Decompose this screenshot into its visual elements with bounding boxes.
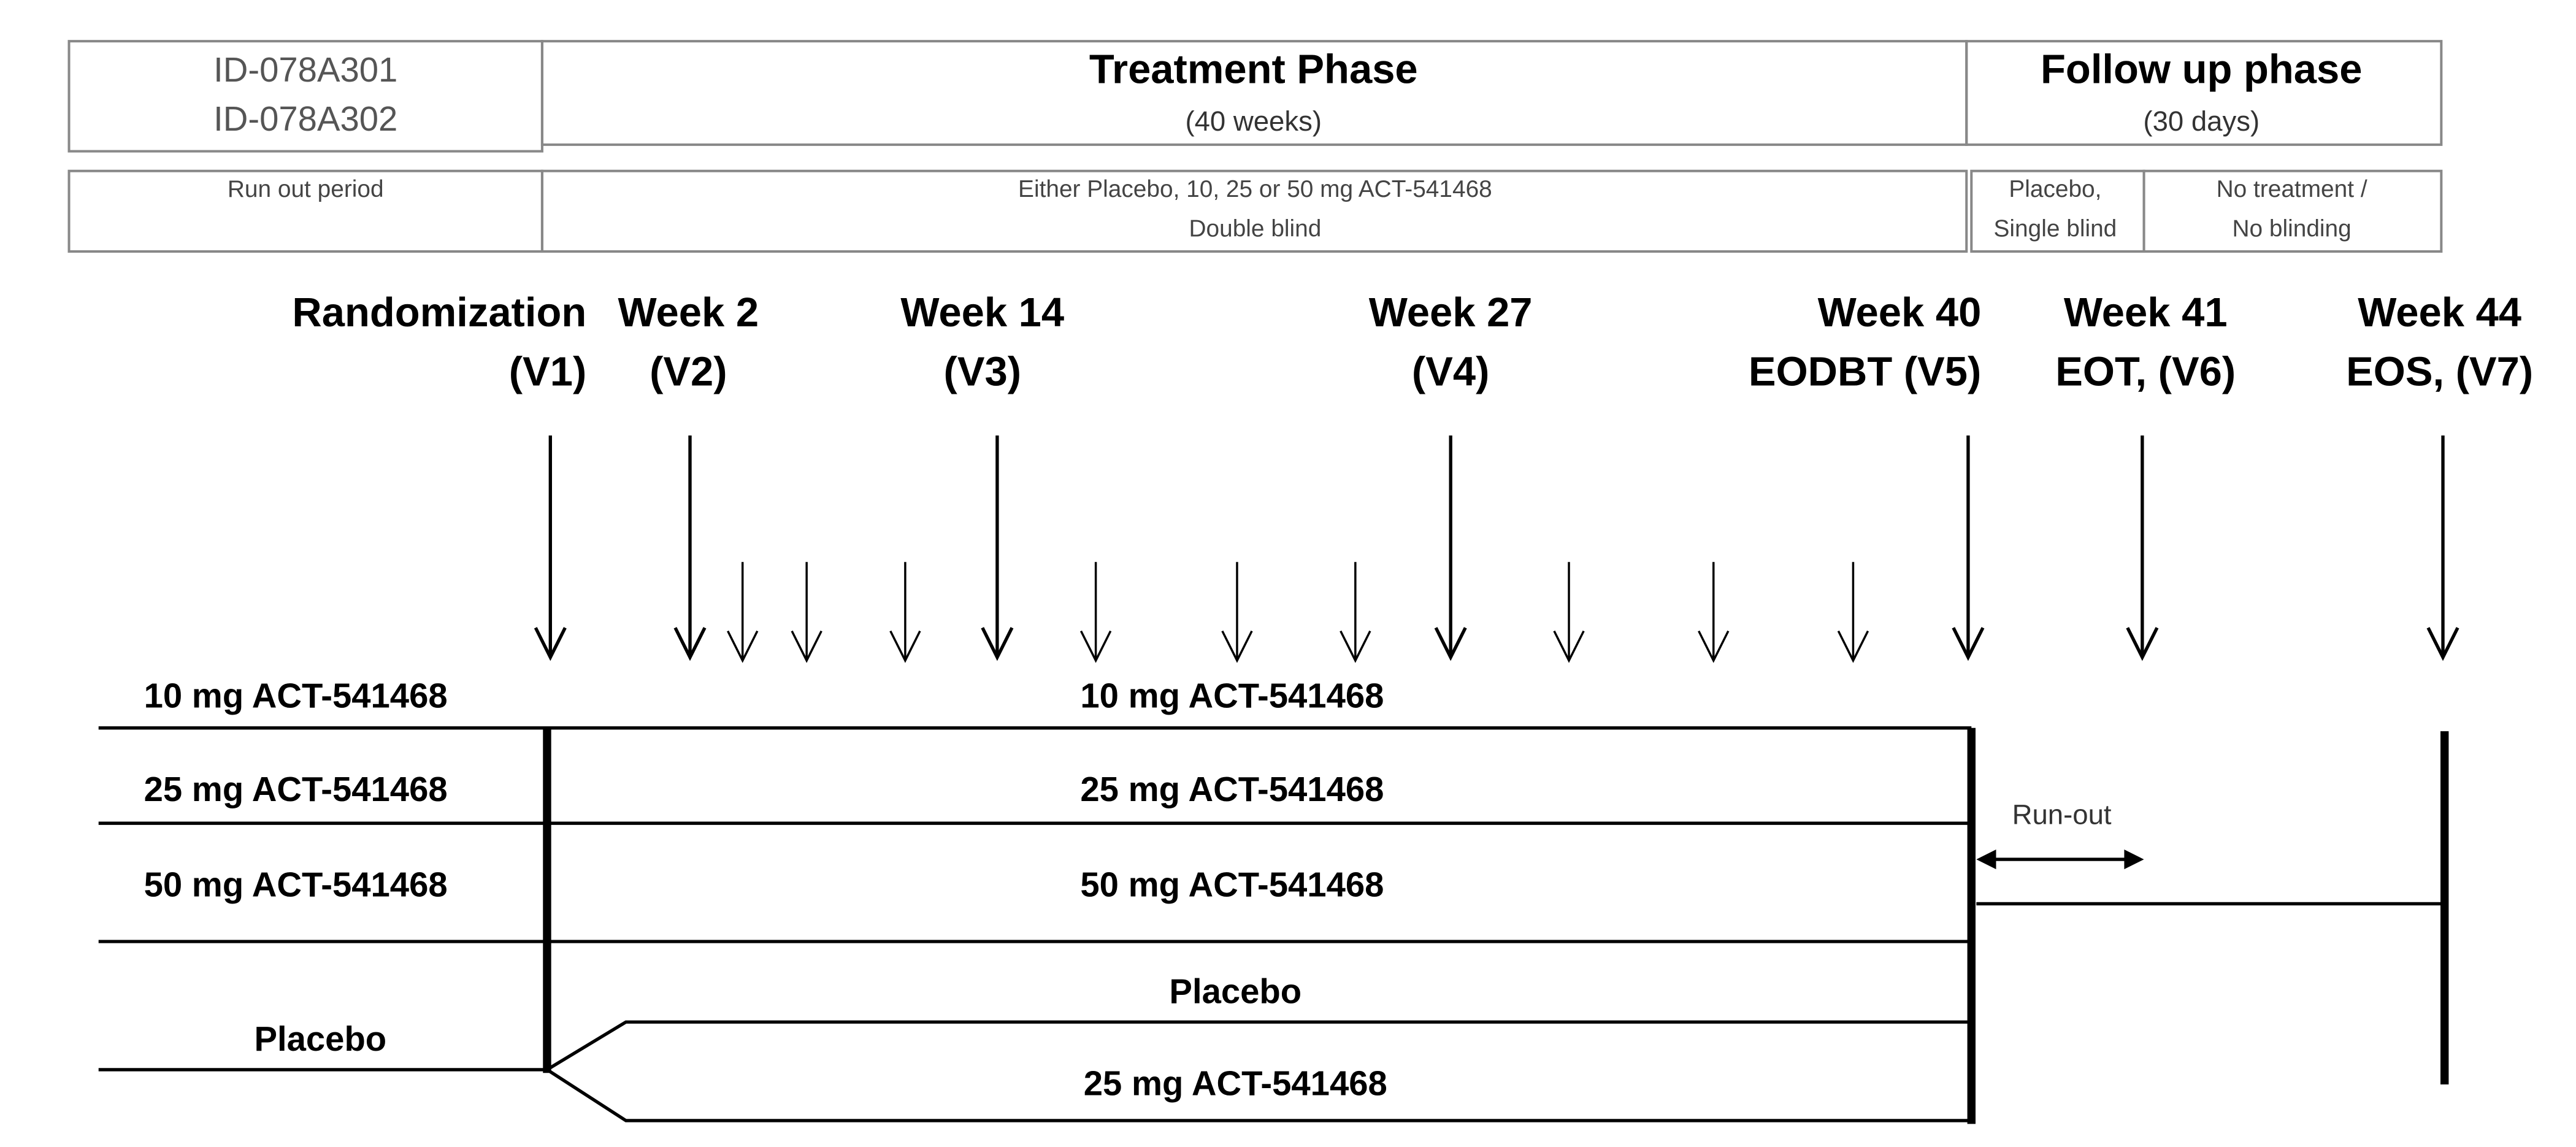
arm-label: Placebo [1169, 972, 1301, 1011]
arm-label: 25 mg ACT-541468 [144, 770, 448, 808]
arrow-head [2426, 627, 2459, 661]
arm-lines [98, 726, 2449, 1124]
visit-label: Week 41 [2064, 290, 2228, 336]
phase-duration: (40 weeks) [1185, 105, 1322, 137]
period-label: No treatment / [2217, 176, 2367, 202]
branch-line [546, 1020, 1972, 1072]
arrow-head [534, 627, 567, 661]
arm-label: 50 mg ACT-541468 [144, 865, 448, 903]
arm-label: 10 mg ACT-541468 [144, 676, 448, 715]
visit-label: Week 2 [618, 290, 759, 336]
visit-label: EODBT (V5) [1749, 349, 1981, 395]
visit-label: Randomization [292, 290, 586, 336]
period-label: Double blind [1189, 215, 1321, 242]
visit-label: EOT, (V6) [2055, 349, 2236, 395]
run-out-label: Run-out [2012, 799, 2112, 830]
arm-label: 25 mg ACT-541468 [1080, 770, 1384, 808]
visit-label: Week 27 [1369, 290, 1533, 336]
arrow-head [1553, 630, 1585, 663]
period-label: Either Placebo, 10, 25 or 50 mg ACT-5414… [1018, 176, 1492, 202]
period-label: Single blind [1994, 215, 2117, 242]
box [2142, 169, 2443, 253]
visit-label: (V4) [1412, 349, 1490, 395]
visit-label: (V1) [509, 349, 586, 395]
study-id: ID-078A301 [213, 50, 397, 89]
visit-labels: Randomization (V1) Week 2 (V2) Week 14 (V3) We… [292, 290, 2533, 394]
phase-title: Follow up phase [2041, 47, 2362, 93]
visit-label: (V2) [650, 349, 727, 395]
arrow-head [2126, 627, 2159, 661]
arm-label: 50 mg ACT-541468 [1080, 865, 1384, 903]
arm-label: 10 mg ACT-541468 [1080, 676, 1384, 715]
phase-duration: (30 days) [2143, 105, 2260, 137]
phase-title: Treatment Phase [1089, 47, 1418, 93]
arrow-head [1976, 850, 1996, 870]
visit-label: Week 14 [900, 290, 1064, 336]
arm-label: Placebo [254, 1019, 386, 1058]
study-id: ID-078A302 [213, 99, 397, 138]
arrow-head [2124, 850, 2144, 870]
arrow-head [889, 630, 921, 663]
arrow-head [1837, 630, 1869, 663]
arm-label: 25 mg ACT-541468 [1084, 1064, 1387, 1103]
box [1965, 40, 2443, 146]
box [540, 169, 1968, 253]
visit-label: EOS, (V7) [2346, 349, 2533, 395]
arrow-head [791, 630, 822, 663]
visit-label: (V3) [944, 349, 1022, 395]
arrow-head [1079, 630, 1112, 663]
arrow-head [673, 627, 707, 661]
arrows [534, 435, 2459, 663]
arrow-head [1434, 627, 1467, 661]
period-label: Placebo, [2009, 176, 2101, 202]
visit-label: Week 44 [2358, 290, 2521, 336]
branch-line [546, 1068, 1972, 1122]
visit-label: Week 40 [1818, 290, 1982, 336]
arrow-head [1698, 630, 1730, 663]
arrow-head [981, 627, 1014, 661]
header-boxes [67, 40, 2443, 253]
arrow-head [1221, 630, 1253, 663]
period-label: Run out period [228, 176, 384, 202]
arrow-head [727, 630, 759, 663]
arrow-head [1952, 627, 1985, 661]
arrow-head [1340, 630, 1371, 663]
period-label: No blinding [2232, 215, 2351, 242]
